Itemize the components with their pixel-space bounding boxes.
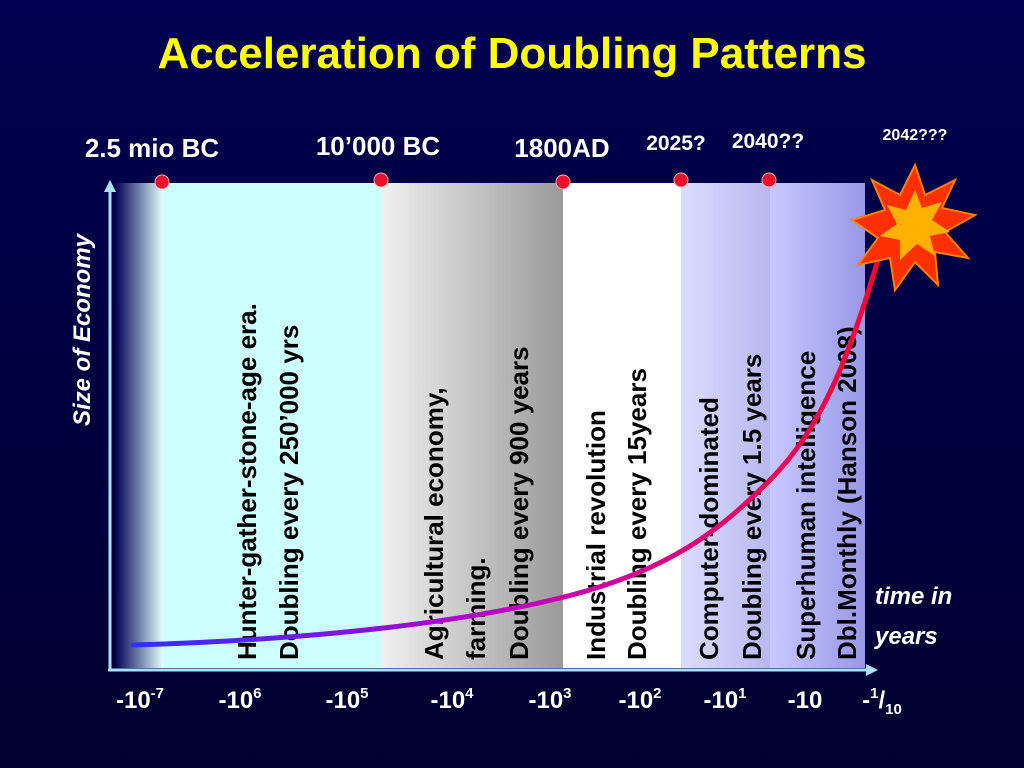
- x-tick-label: -101: [703, 685, 746, 714]
- era-bg: [115, 183, 163, 668]
- era-bg: [681, 183, 770, 668]
- tick-base: -10: [218, 687, 253, 714]
- tick-sup: 6: [253, 685, 261, 702]
- tick-sup: 4: [465, 685, 474, 702]
- milestone-label: 2.5 mio BC: [85, 133, 220, 163]
- era-text: farming.: [461, 557, 491, 660]
- x-axis-label: time in: [875, 583, 952, 610]
- milestone-dot: [673, 172, 689, 188]
- x-ticks: -10-7 -106 -105 -104 -103 -102 -101 -10 -1/10: [116, 685, 902, 718]
- era-text: Superhuman intelligence: [791, 351, 821, 660]
- tick-base: -10: [703, 687, 738, 714]
- tick-base: -10: [325, 687, 360, 714]
- era-text: Doubling every 250’000 yrs: [274, 325, 304, 660]
- era-text: Agricultural economy,: [419, 387, 449, 660]
- x-tick-label: -102: [618, 685, 661, 714]
- x-tick-label: -105: [325, 685, 368, 714]
- milestone-label: 2042???: [883, 127, 948, 144]
- x-tick-label: -1/10: [862, 685, 902, 718]
- era-bg: [770, 183, 865, 668]
- era-text: Doubling every 15years: [622, 368, 652, 660]
- era-bg: [563, 183, 681, 668]
- x-tick-label: -10: [788, 687, 823, 714]
- milestone-dot: [761, 172, 777, 188]
- tick-sup: 1: [738, 685, 746, 702]
- milestone-label: 1800AD: [514, 133, 609, 163]
- y-axis-label: Size of Economy: [69, 232, 96, 426]
- milestone-label: 2040??: [732, 130, 804, 153]
- x-tick-label: -10-7: [116, 685, 164, 714]
- era-text: Industrial revolution: [581, 410, 611, 660]
- tick-base: -: [862, 687, 870, 714]
- milestone-dot: [555, 174, 571, 190]
- milestone-label: 2025?: [646, 132, 706, 155]
- growth-curve: [130, 232, 888, 648]
- milestone-label: 10’000 BC: [316, 131, 441, 161]
- tick-sup: 2: [653, 685, 661, 702]
- era-bg: [163, 183, 382, 668]
- era-bg: [382, 183, 563, 668]
- title: Acceleration of Doubling Patterns: [158, 29, 867, 78]
- milestone-dot: [154, 174, 170, 190]
- milestone-dot: [373, 172, 389, 188]
- x-tick-label: -104: [430, 685, 474, 714]
- era-text: Computer-dominated: [694, 397, 724, 660]
- tick-base: -10: [528, 687, 563, 714]
- x-tick-label: -103: [528, 685, 571, 714]
- tick-mid: /: [878, 687, 885, 714]
- tick-sup: -7: [151, 685, 164, 702]
- tick-sup: 3: [563, 685, 571, 702]
- tick-base: -10: [618, 687, 653, 714]
- axis-arrow: [104, 180, 116, 192]
- axis-arrow: [866, 664, 878, 676]
- x-axis-label: years: [874, 623, 938, 650]
- tick-sup: 1: [870, 685, 878, 702]
- era-text: Hunter-gather-stone-age era.: [232, 303, 262, 660]
- era-text: Doubling every 900 years: [504, 346, 534, 660]
- tick-base: -10: [788, 687, 823, 714]
- tick-sup: 5: [360, 685, 368, 702]
- x-tick-label: -106: [218, 685, 261, 714]
- explosion-core: [880, 190, 950, 260]
- tick-sub: 10: [885, 701, 902, 718]
- tick-base: -10: [116, 687, 151, 714]
- tick-base: -10: [430, 687, 465, 714]
